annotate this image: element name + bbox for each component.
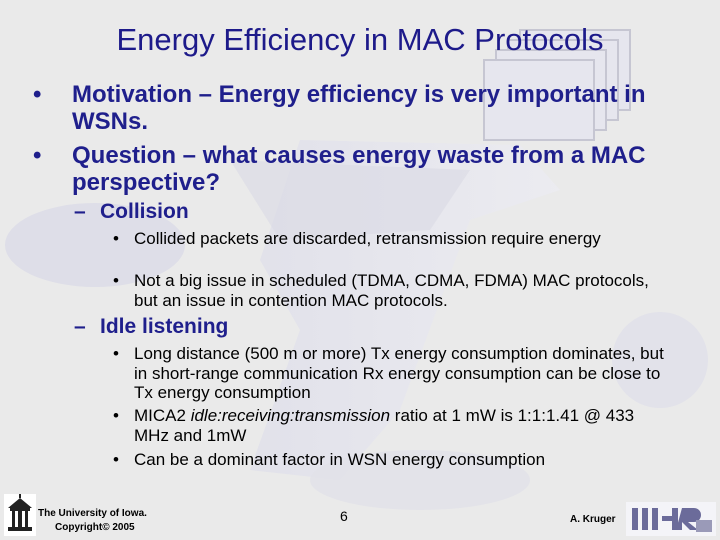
page-number: 6	[340, 508, 348, 524]
copyright: Copyright© 2005	[55, 522, 135, 533]
sub-bullet-marker: •	[113, 406, 119, 425]
sub-item-text: Collided packets are discarded, retransm…	[134, 229, 601, 248]
subheading-text: Idle listening	[100, 315, 229, 338]
university-name: The University of Iowa.	[38, 508, 147, 519]
slide-title: Energy Efficiency in MAC Protocols	[116, 22, 604, 57]
bullet-text: Motivation – Energy efficiency is very i…	[72, 81, 646, 135]
subheading-text: Collision	[100, 200, 189, 223]
sub-item-text: Not a big issue in scheduled (TDMA, CDMA…	[134, 271, 649, 310]
university-seal-icon	[4, 494, 36, 536]
sub-item-text: Long distance (500 m or more) Tx energy …	[134, 344, 664, 402]
sub-bullet-marker: •	[113, 229, 119, 248]
bullet-motivation: • Motivation – Energy efficiency is very…	[33, 81, 696, 135]
sub-item-text: MICA2 idle:receiving:transmission ratio …	[113, 406, 673, 445]
bullet-text: Question – what causes energy waste from…	[72, 142, 646, 196]
sub-item: • Collided packets are discarded, retran…	[113, 229, 673, 249]
sub-bullet-marker: •	[113, 344, 119, 363]
italic-ratio: idle:receiving:transmission	[190, 406, 391, 425]
sub-item-text: Can be a dominant factor in WSN energy c…	[134, 450, 546, 469]
dash-marker: –	[74, 315, 86, 338]
author: A. Kruger	[570, 514, 616, 525]
text-suffix: ratio at 1 mW is 1:1:1.41 @ 433 MHz and …	[134, 406, 635, 445]
sub-bullet-marker: •	[113, 450, 119, 469]
iihr-logo-icon	[626, 502, 716, 536]
footer-university: The University of Iowa. Copyright© 2005	[38, 507, 147, 535]
sub-item: • Long distance (500 m or more) Tx energ…	[113, 344, 673, 403]
dash-marker: –	[74, 200, 86, 223]
subheading-collision: – Collision	[74, 200, 189, 224]
subheading-idle-listening: – Idle listening	[74, 315, 229, 339]
sub-item: • Not a big issue in scheduled (TDMA, CD…	[113, 271, 673, 310]
sub-item: • Can be a dominant factor in WSN energy…	[113, 450, 673, 470]
bullet-question: • Question – what causes energy waste fr…	[33, 142, 696, 196]
bullet-marker: •	[33, 142, 42, 169]
sub-bullet-marker: •	[113, 271, 119, 290]
sub-item: • MICA2 idle:receiving:transmission rati…	[113, 406, 673, 445]
text-prefix: MICA2	[134, 406, 191, 425]
bullet-marker: •	[33, 81, 42, 108]
